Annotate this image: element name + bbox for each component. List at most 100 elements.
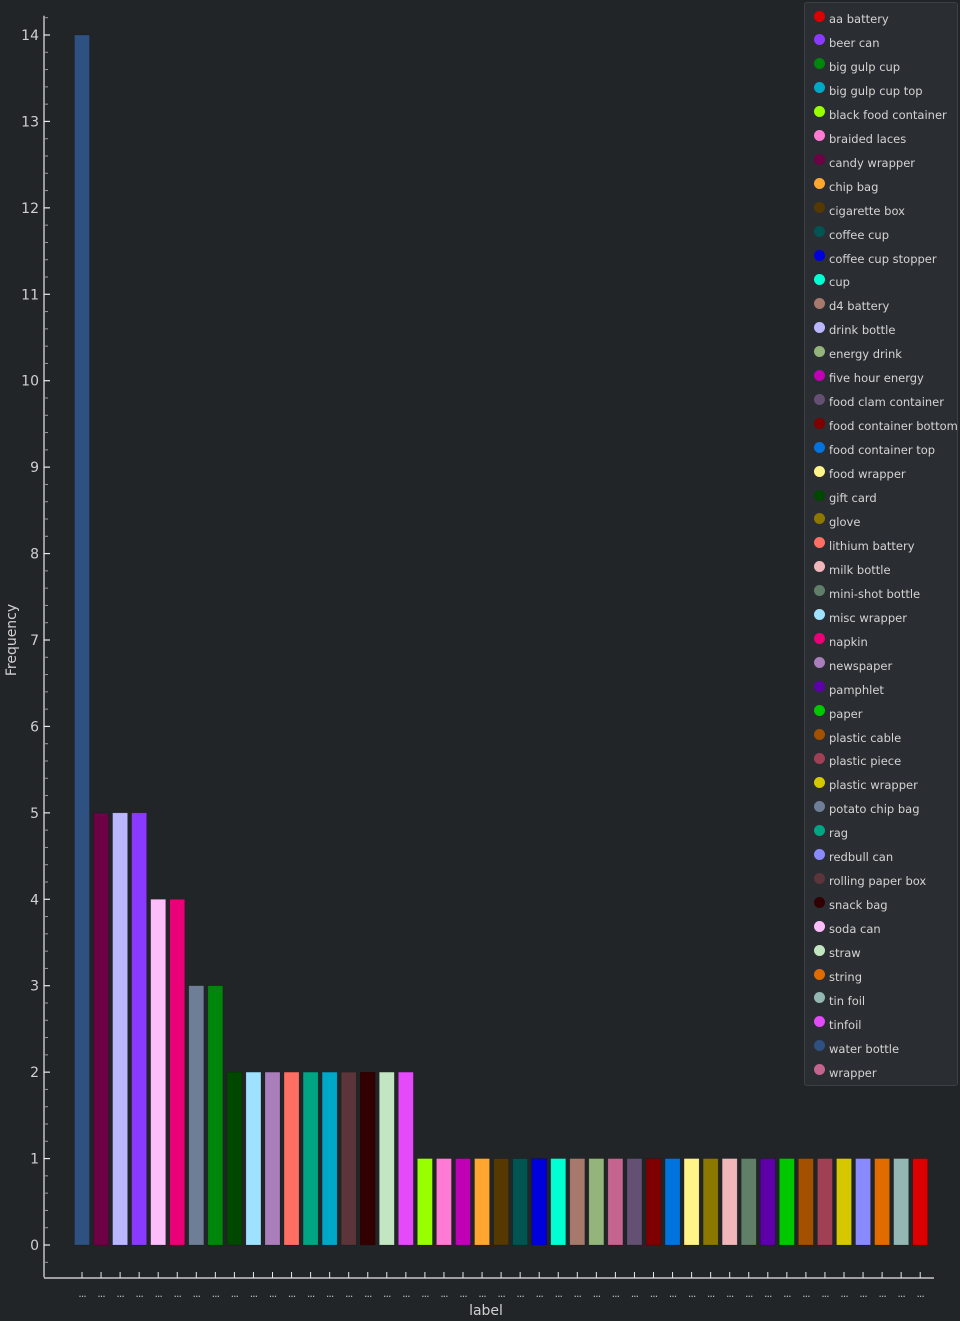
legend-marker-icon (814, 681, 825, 693)
legend-label: tinfoil (829, 1017, 862, 1032)
legend-marker-icon (814, 1064, 825, 1076)
legend-label: misc wrapper (829, 610, 907, 625)
y-tick-label: 1 (30, 1152, 39, 1168)
legend-label: d4 battery (829, 299, 890, 314)
bar-plastic-piece (817, 1158, 833, 1246)
legend-marker-icon (814, 992, 825, 1004)
x-tick-label: ... (612, 1287, 620, 1300)
legend-item: snack bag (814, 895, 888, 915)
x-tick-label: ... (726, 1287, 734, 1300)
x-tick-label: ... (783, 1287, 791, 1300)
legend-item: rolling paper box (814, 871, 926, 891)
legend-item: redbull can (814, 847, 893, 867)
legend-label: rolling paper box (829, 874, 927, 889)
legend-label: big gulp cup (829, 59, 901, 74)
bar-chip-bag (474, 1158, 490, 1246)
x-tick-label: ... (821, 1287, 829, 1300)
bar-water-bottle (74, 34, 90, 1246)
legend-marker-icon (814, 489, 825, 501)
legend-marker-icon (814, 633, 825, 645)
x-tick-label: ... (440, 1287, 448, 1300)
legend-item: drink bottle (814, 320, 895, 340)
legend-marker-icon (814, 609, 825, 621)
legend-item: newspaper (814, 656, 892, 676)
x-tick-label: ... (840, 1287, 848, 1300)
legend-label: soda can (829, 922, 881, 937)
legend-item: plastic piece (814, 751, 901, 771)
bar-candy-wrapper (93, 812, 109, 1246)
bar-string (874, 1158, 890, 1246)
x-tick-label: ... (421, 1287, 429, 1300)
legend-item: glove (814, 512, 860, 532)
legend: aa battery beer can big gulp cup big gulp c… (804, 2, 958, 1086)
legend-item: rag (814, 823, 848, 843)
y-tick-label: 10 (21, 374, 39, 390)
bar-food-wrapper (683, 1158, 700, 1246)
bars (74, 34, 929, 1246)
legend-marker-icon (814, 729, 825, 740)
bar-rolling-paper-box (340, 1071, 357, 1246)
bar-food-clam-container (626, 1158, 643, 1246)
legend-marker-icon (814, 58, 825, 70)
legend-item: food wrapper (814, 464, 906, 484)
x-tick-label: ... (916, 1287, 924, 1300)
x-tick-label: ... (116, 1287, 124, 1300)
legend-label: snack bag (829, 898, 888, 913)
x-axis: ........................................… (44, 1272, 934, 1300)
legend-item: plastic wrapper (814, 775, 918, 795)
y-tick-label: 12 (21, 201, 39, 217)
legend-item: aa battery (814, 9, 889, 29)
legend-item: food container top (814, 440, 935, 460)
x-tick-label: ... (745, 1287, 753, 1300)
x-tick-label: ... (859, 1287, 867, 1300)
legend-item: misc wrapper (814, 608, 907, 628)
bar-black-food-container (417, 1158, 433, 1246)
legend-label: food container top (829, 443, 936, 458)
bar-newspaper (264, 1071, 281, 1246)
legend-label: food clam container (829, 395, 944, 410)
legend-marker-icon (814, 944, 825, 956)
x-tick-label: ... (326, 1287, 334, 1300)
legend-label: newspaper (829, 658, 893, 673)
x-tick-label: ... (555, 1287, 563, 1300)
legend-marker-icon (814, 393, 825, 405)
legend-label: plastic cable (829, 730, 902, 745)
x-tick-label: ... (402, 1287, 410, 1300)
bar-d4-battery (569, 1158, 586, 1246)
legend-label: cigarette box (829, 203, 905, 218)
legend-item: cigarette box (814, 201, 905, 221)
legend-label: paper (829, 706, 863, 721)
legend-label: five hour energy (829, 371, 924, 386)
x-tick-label: ... (497, 1287, 505, 1300)
legend-marker-icon (814, 872, 825, 884)
legend-item: food clam container (814, 392, 944, 412)
legend-item: plastic cable (814, 728, 901, 748)
bar-big-gulp-cup-top (321, 1071, 338, 1246)
legend-label: gift card (829, 491, 877, 505)
legend-marker-icon (814, 848, 825, 860)
legend-marker-icon (814, 417, 825, 429)
bar-straw (378, 1071, 395, 1246)
x-tick-label: ... (574, 1287, 582, 1300)
legend-marker-icon (814, 369, 825, 381)
bar-lithium-battery (283, 1071, 300, 1246)
legend-marker-icon (814, 250, 825, 261)
legend-item: water bottle (814, 1039, 899, 1059)
legend-item: big gulp cup (814, 57, 900, 77)
legend-item: paper (814, 704, 862, 724)
legend-label: coffee cup stopper (829, 251, 937, 266)
legend-marker-icon (814, 202, 825, 214)
bar-plastic-cable (798, 1158, 814, 1246)
legend-marker-icon (814, 896, 825, 908)
legend-item: braided laces (814, 129, 906, 149)
legend-marker-icon (814, 585, 825, 597)
y-tick-label: 9 (30, 460, 39, 476)
legend-marker-icon (814, 1016, 825, 1028)
bar-gift-card (226, 1071, 243, 1246)
x-tick-label: ... (535, 1287, 543, 1300)
bar-energy-drink (588, 1158, 605, 1246)
legend-label: redbull can (829, 850, 894, 865)
legend-label: food container bottom (829, 419, 958, 434)
